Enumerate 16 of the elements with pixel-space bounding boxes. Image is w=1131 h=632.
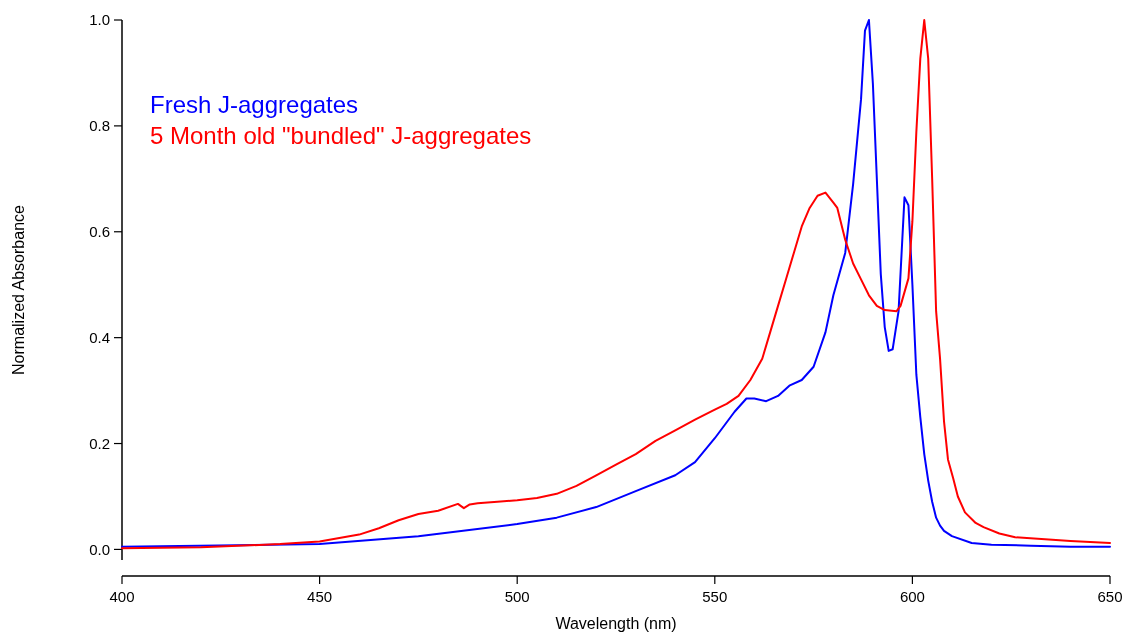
y-axis-title: Normalized Absorbance: [10, 204, 27, 375]
x-tick-label: 500: [504, 588, 530, 605]
x-tick-label: 600: [899, 588, 925, 605]
y-tick-label: 0.2: [89, 434, 110, 452]
x-tick-label: 450: [307, 588, 333, 605]
x-tick-label: 650: [1097, 588, 1123, 605]
y-tick-label: 0.6: [89, 223, 110, 241]
x-axis-title: Wavelength (nm): [555, 615, 677, 632]
y-tick-label: 0.0: [89, 540, 110, 558]
y-tick-label: 1.0: [89, 11, 110, 29]
text: 5 Month old "bundled" J-aggregates: [150, 122, 532, 149]
y-tick-label: 0.4: [89, 328, 110, 346]
y-tick-label: 0.8: [89, 117, 110, 135]
x-tick-label: 400: [109, 588, 135, 605]
x-tick-label: 550: [702, 588, 728, 605]
text: Fresh J-aggregates: [150, 91, 359, 118]
